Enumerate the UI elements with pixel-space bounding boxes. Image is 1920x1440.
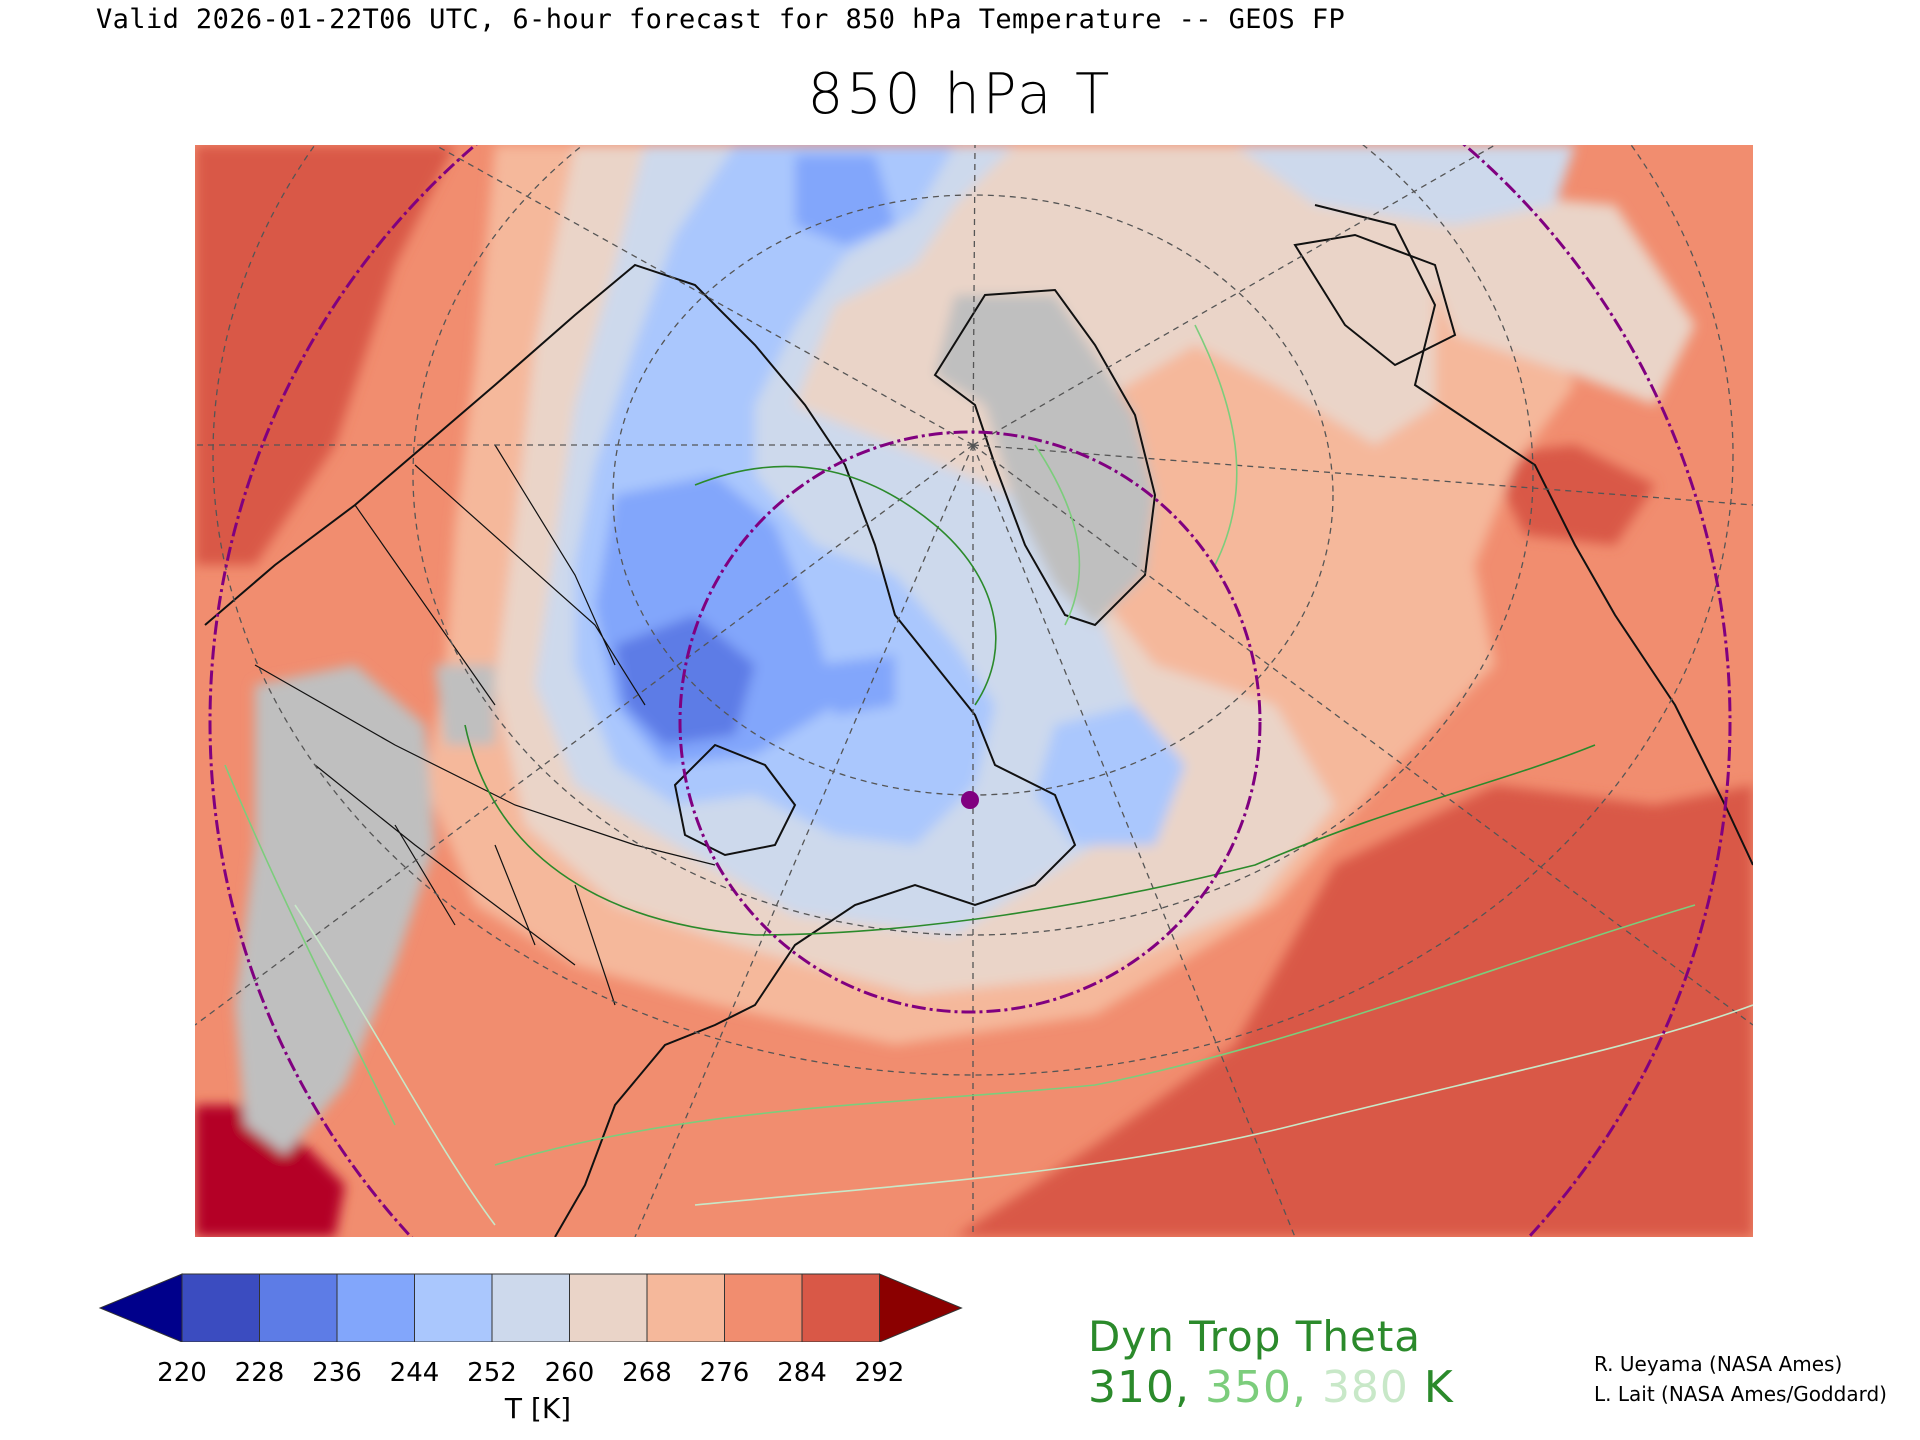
tropopause-value: , xyxy=(1174,1362,1205,1413)
colorbar-segment xyxy=(801,1273,880,1342)
meridian xyxy=(634,444,974,1237)
coastline-scandinavia xyxy=(1293,233,1457,367)
colorbar-segment xyxy=(569,1273,648,1342)
temperature-region-284 xyxy=(955,785,1753,1237)
temperature-region-244 xyxy=(795,155,895,245)
colorbar-tick-label: 260 xyxy=(544,1358,595,1388)
contour-310 xyxy=(694,465,997,706)
latitude-circle xyxy=(212,145,1734,1076)
coastlines xyxy=(204,204,1753,1237)
colorbar xyxy=(98,1273,963,1342)
border-provinces xyxy=(354,444,646,706)
terrain-mask-rockies xyxy=(235,665,435,1155)
plot-title: 850 hPa T xyxy=(807,62,1113,127)
colorbar-tick-label: 228 xyxy=(234,1358,285,1388)
contour-310 xyxy=(464,724,1596,936)
temperature-region-236 xyxy=(615,615,755,745)
contour-350 xyxy=(1034,324,1238,626)
station-marker xyxy=(961,791,979,809)
terrain-mask-plateau xyxy=(435,665,495,745)
coastline-europe xyxy=(1314,204,1753,866)
credit-line-1: R. Ueyama (NASA Ames) xyxy=(1594,1352,1843,1376)
tropopause-value: K xyxy=(1408,1362,1454,1413)
tropopause-contours xyxy=(224,324,1753,1226)
colorbar-tick-label: 244 xyxy=(389,1358,440,1388)
contour-350 xyxy=(224,764,1696,1166)
colorbar-segment xyxy=(414,1273,493,1342)
temperature-region-260 xyxy=(1235,145,1575,225)
border-us-canada xyxy=(254,664,716,866)
colorbar-low-arrow xyxy=(98,1273,183,1342)
border-states xyxy=(314,764,616,1006)
colorbar-segment xyxy=(724,1273,803,1342)
colorbar-high-arrow xyxy=(879,1273,963,1342)
meridian xyxy=(972,444,1753,1026)
graticule xyxy=(195,145,1753,1237)
tropopause-legend-values: 310, 350, 380 K xyxy=(1088,1362,1454,1413)
colorbar-segment xyxy=(259,1273,338,1342)
colorbar-tick-label: 220 xyxy=(157,1358,207,1388)
colorbar-segment xyxy=(646,1273,725,1342)
political-borders xyxy=(254,444,716,1006)
colorbar-tick-label: 236 xyxy=(312,1358,362,1388)
temperature-region-284 xyxy=(1485,445,1655,545)
latitude-circle xyxy=(412,145,1534,936)
colorbar-tick-label: 276 xyxy=(699,1358,750,1388)
temperature-map xyxy=(195,145,1753,1237)
tropopause-legend-title: Dyn Trop Theta xyxy=(1088,1312,1422,1361)
coastline-hudson-bay xyxy=(673,743,797,857)
range-circle-inner xyxy=(678,430,1262,1014)
temperature-region-292 xyxy=(195,1105,345,1237)
colorbar-segment xyxy=(336,1273,415,1342)
temperature-region-284 xyxy=(195,145,455,565)
coastline-north-america xyxy=(204,263,1077,1237)
coastline-greenland xyxy=(933,288,1157,627)
colorbar-tick-label: 284 xyxy=(777,1358,827,1388)
meridian xyxy=(972,444,1753,506)
map-panel xyxy=(195,145,1753,1237)
range-circle-outer xyxy=(208,145,1732,1237)
tropopause-value: , xyxy=(1291,1362,1322,1413)
range-circles xyxy=(208,145,1732,1237)
tropopause-value: 350 xyxy=(1204,1362,1292,1413)
colorbar-tick-label: 268 xyxy=(622,1358,672,1388)
meridian xyxy=(195,444,974,1026)
meridian xyxy=(434,145,974,446)
temperature-region-244 xyxy=(815,655,895,715)
temperature-region-252 xyxy=(1035,705,1185,845)
tropopause-value: 310 xyxy=(1088,1362,1175,1413)
forecast-caption: Valid 2026-01-22T06 UTC, 6-hour forecast… xyxy=(96,4,1346,35)
colorbar-segment xyxy=(491,1273,570,1342)
colorbar-segment xyxy=(181,1273,260,1342)
credit-line-2: L. Lait (NASA Ames/Goddard) xyxy=(1594,1382,1887,1406)
temperature-region-268 xyxy=(1395,185,1695,405)
colorbar-tick-label: 292 xyxy=(854,1358,905,1388)
colorbar-units: T [K] xyxy=(504,1392,572,1425)
tropopause-value: 380 xyxy=(1321,1362,1409,1413)
meridian xyxy=(972,145,1496,446)
colorbar-tick-label: 252 xyxy=(467,1358,517,1388)
contour-380 xyxy=(294,904,1753,1226)
